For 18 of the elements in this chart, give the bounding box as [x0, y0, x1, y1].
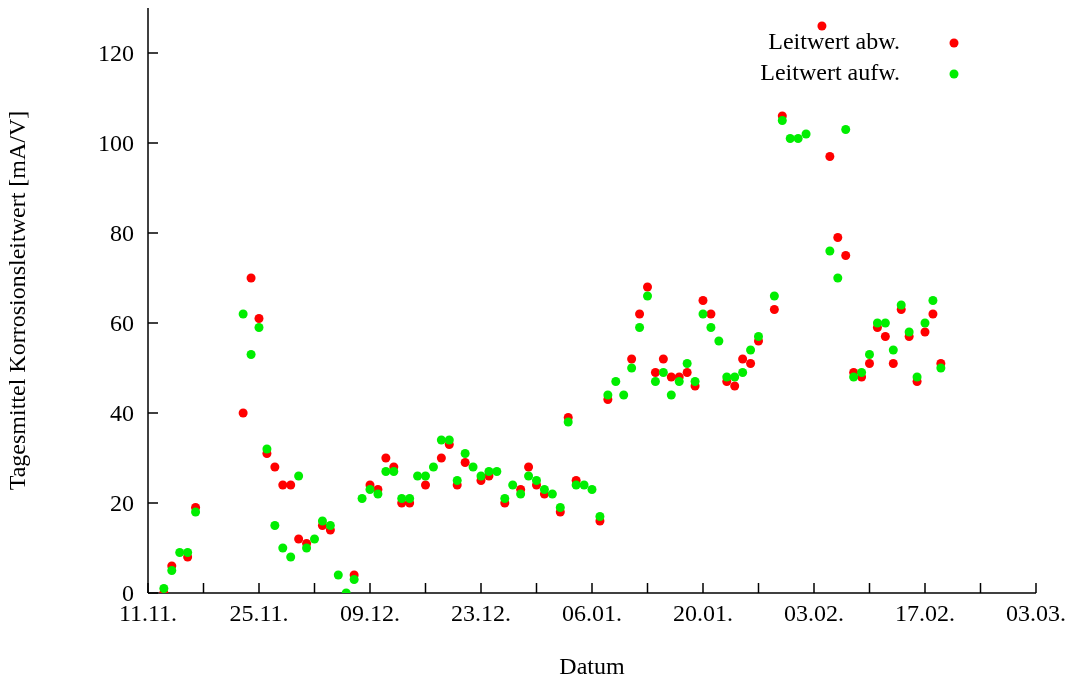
x-tick-label: 25.11. [229, 600, 289, 626]
y-tick-label: 120 [98, 40, 134, 66]
x-axis-title: Datum [559, 653, 625, 679]
y-tick-label: 60 [110, 310, 134, 336]
y-tick-label: 80 [110, 220, 134, 246]
x-tick-label: 03.03. [1006, 600, 1066, 626]
x-tick-label: 20.01. [673, 600, 733, 626]
legend-label: Leitwert aufw. [760, 59, 900, 85]
x-tick-label: 06.01. [562, 600, 622, 626]
legend-label: Leitwert abw. [768, 28, 900, 54]
y-tick-label: 100 [98, 130, 134, 156]
x-tick-label: 03.02. [784, 600, 844, 626]
x-tick-label: 17.02. [895, 600, 955, 626]
y-tick-label: 40 [110, 400, 134, 426]
y-axis-title: Tagesmittel Korrosionsleitwert [mA/V] [3, 110, 30, 491]
x-tick-label: 09.12. [340, 600, 400, 626]
x-tick-label: 23.12. [451, 600, 511, 626]
y-tick-label: 20 [110, 490, 134, 516]
